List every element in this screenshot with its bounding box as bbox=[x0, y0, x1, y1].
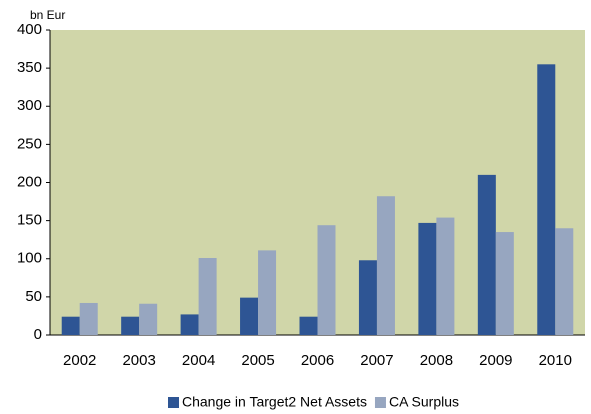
bar bbox=[79, 302, 98, 335]
legend-swatch bbox=[168, 397, 179, 408]
x-tick-label: 2008 bbox=[420, 352, 453, 369]
y-tick-label: 300 bbox=[17, 97, 42, 114]
legend-swatch bbox=[374, 397, 386, 408]
bar bbox=[61, 316, 80, 335]
y-tick-label: 100 bbox=[17, 250, 42, 267]
bar bbox=[240, 297, 259, 335]
bar bbox=[180, 314, 199, 335]
x-tick-label: 2004 bbox=[182, 352, 215, 369]
x-tick-label: 2005 bbox=[241, 352, 274, 369]
legend-label: Change in Target2 Net Assets bbox=[182, 394, 367, 410]
x-tick-label: 2003 bbox=[122, 352, 155, 369]
y-tick-label: 200 bbox=[17, 173, 42, 190]
bar bbox=[121, 316, 140, 335]
x-tick-label: 2007 bbox=[360, 352, 393, 369]
bar bbox=[358, 260, 377, 335]
x-tick-label: 2010 bbox=[539, 352, 572, 369]
y-tick-label: 350 bbox=[17, 59, 42, 76]
x-tick-label: 2009 bbox=[479, 352, 512, 369]
y-tick-label: 50 bbox=[25, 288, 42, 305]
bar bbox=[198, 257, 217, 335]
x-tick-label: 2002 bbox=[63, 352, 96, 369]
bar bbox=[495, 232, 514, 335]
bar bbox=[317, 225, 336, 335]
bar bbox=[555, 228, 574, 335]
x-tick-label: 2006 bbox=[301, 352, 334, 369]
y-unit-label: bn Eur bbox=[30, 8, 65, 22]
bar bbox=[139, 303, 158, 335]
bar bbox=[258, 250, 277, 335]
bar bbox=[436, 217, 455, 335]
bar bbox=[376, 196, 395, 335]
bar bbox=[477, 174, 496, 335]
bar bbox=[418, 222, 437, 335]
legend-label: CA Surplus bbox=[389, 394, 459, 410]
y-tick-label: 250 bbox=[17, 135, 42, 152]
y-tick-label: 150 bbox=[17, 212, 42, 229]
y-tick-label: 0 bbox=[34, 326, 42, 343]
y-tick-label: 400 bbox=[17, 21, 42, 38]
bar bbox=[299, 316, 318, 335]
bar bbox=[537, 64, 556, 335]
